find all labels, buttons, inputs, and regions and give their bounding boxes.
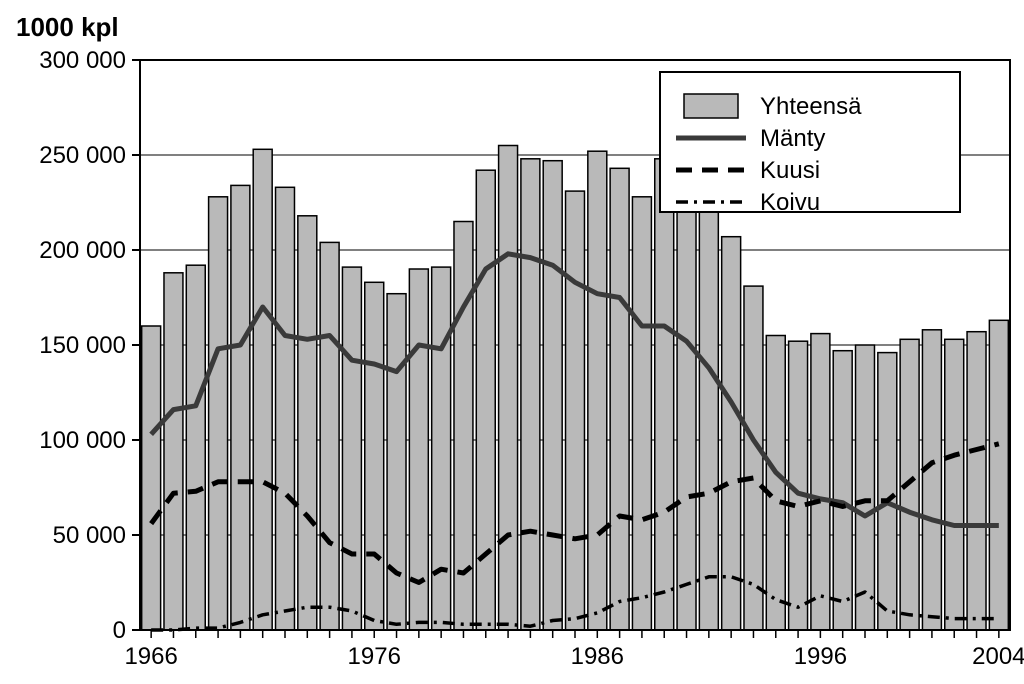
bar — [231, 185, 250, 630]
legend-label: Kuusi — [760, 157, 820, 184]
legend-label: Mänty — [760, 125, 825, 152]
x-tick-label: 1976 — [348, 643, 401, 670]
x-tick-label: 1996 — [794, 643, 847, 670]
y-tick-label: 250 000 — [39, 142, 126, 169]
bar — [365, 282, 384, 630]
bar — [588, 151, 607, 630]
bar — [856, 345, 875, 630]
bar — [722, 237, 741, 630]
y-tick-label: 100 000 — [39, 427, 126, 454]
bar — [989, 320, 1008, 630]
legend-label: Koivu — [760, 189, 820, 216]
bar — [566, 191, 585, 630]
bar — [655, 159, 674, 630]
bar — [186, 265, 205, 630]
bar — [945, 339, 964, 630]
bar — [409, 269, 428, 630]
bar — [967, 332, 986, 630]
bar — [610, 168, 629, 630]
bar — [342, 267, 361, 630]
bar — [320, 242, 339, 630]
bar — [298, 216, 317, 630]
bar — [744, 286, 763, 630]
bar — [811, 334, 830, 630]
legend-label: Yhteensä — [760, 93, 862, 120]
bar — [521, 159, 540, 630]
bar — [387, 294, 406, 630]
bar — [142, 326, 161, 630]
y-tick-label: 300 000 — [39, 47, 126, 74]
y-tick-label: 0 — [113, 617, 126, 644]
bar — [499, 146, 518, 631]
bar — [833, 351, 852, 630]
bar — [699, 210, 718, 630]
y-tick-label: 50 000 — [53, 522, 126, 549]
x-tick-label: 1986 — [571, 643, 624, 670]
bar — [164, 273, 183, 630]
chart-svg: 1000 kpl 0 50 000 100 000 150 000 200 000 250 … — [0, 0, 1024, 684]
bar — [632, 197, 651, 630]
bar — [253, 149, 272, 630]
chart-container: 1000 kpl 0 50 000 100 000 150 000 200 000 250 … — [0, 0, 1024, 684]
bar — [677, 189, 696, 630]
y-tick-label: 150 000 — [39, 332, 126, 359]
bar — [766, 336, 785, 631]
legend: Yhteensä Mänty Kuusi Koivu — [660, 72, 960, 216]
x-tick-label: 2004 — [972, 643, 1024, 670]
bar — [476, 170, 495, 630]
y-tick-label: 200 000 — [39, 237, 126, 264]
bar — [276, 187, 295, 630]
x-tick-label: 1966 — [124, 643, 177, 670]
bar — [209, 197, 228, 630]
axis-unit-label: 1000 kpl — [16, 12, 119, 42]
bar — [922, 330, 941, 630]
bar — [543, 161, 562, 630]
bar — [878, 353, 897, 630]
